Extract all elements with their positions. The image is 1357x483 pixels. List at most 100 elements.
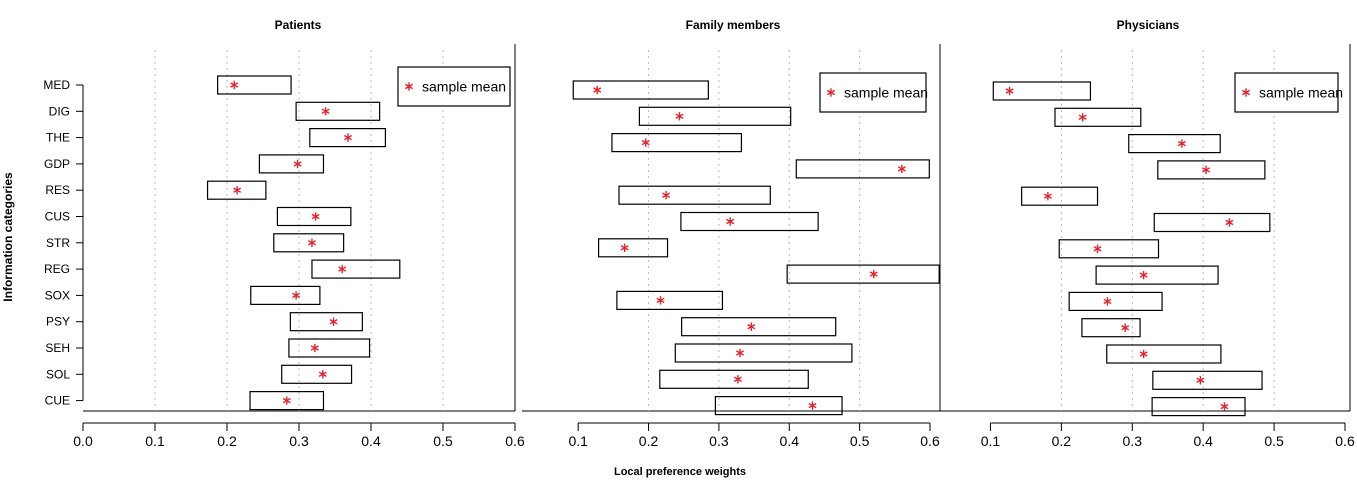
mean-marker-gdp xyxy=(897,164,906,174)
y-tick-label-res: RES xyxy=(45,183,70,197)
legend-mean-marker xyxy=(404,82,414,91)
interval-box-psy xyxy=(681,317,837,337)
interval-box-cue xyxy=(249,391,325,411)
panel-1-x-tick-label: 0.1 xyxy=(568,433,588,449)
panel-1-legend-label: sample mean xyxy=(844,85,928,101)
interval-box-gdp xyxy=(795,159,930,179)
mean-marker-res xyxy=(662,191,671,200)
interval-box-sol xyxy=(659,369,809,389)
mean-marker-gdp xyxy=(1202,165,1211,175)
panel-0-legend-box xyxy=(397,66,511,107)
interval-box-the xyxy=(1128,134,1221,154)
mean-marker-seh xyxy=(1139,349,1148,359)
panel-1-legend-box xyxy=(819,72,927,113)
interval-box-med xyxy=(217,75,292,95)
panel-0-legend-label: sample mean xyxy=(422,79,506,95)
panel-1-x-tick-label: 0.2 xyxy=(639,433,659,449)
interval-box-cue xyxy=(1151,397,1246,417)
mean-marker-sol xyxy=(318,370,327,379)
panel-2-x-tick-label: 0.1 xyxy=(981,433,1001,449)
panel-2-x-tick-label: 0.6 xyxy=(1335,433,1355,449)
y-tick-label-cus: CUS xyxy=(45,210,70,224)
mean-marker-str xyxy=(307,238,316,247)
mean-marker-psy xyxy=(1121,323,1130,332)
y-tick-label-reg: REG xyxy=(44,262,70,276)
interval-box-dig xyxy=(1054,107,1142,127)
mean-marker-gdp xyxy=(293,159,302,169)
mean-marker-str xyxy=(620,243,629,252)
mean-marker-sox xyxy=(1103,297,1112,306)
panel-2-legend-label: sample mean xyxy=(1259,85,1343,101)
y-tick-label-the: THE xyxy=(46,131,70,145)
panel-1-x-tick-label: 0.3 xyxy=(709,433,729,449)
interval-box-gdp xyxy=(258,154,325,174)
interval-box-dig xyxy=(638,106,792,126)
mean-marker-dig xyxy=(1078,113,1087,122)
x-axis-label: Local preference weights xyxy=(613,466,747,478)
mean-marker-the xyxy=(641,138,650,147)
legend-mean-marker xyxy=(1241,88,1251,97)
panel-0-x-tick-label: 0.5 xyxy=(433,433,453,449)
interval-box-str xyxy=(1058,239,1160,259)
mean-marker-the xyxy=(343,133,352,142)
interval-box-res xyxy=(1021,186,1099,206)
mean-marker-cue xyxy=(808,401,817,410)
panel-2-x-tick-label: 0.2 xyxy=(1052,433,1072,449)
interval-box-cus xyxy=(680,211,819,232)
mean-marker-the xyxy=(1177,139,1186,148)
panel-1-title: Family members xyxy=(686,18,781,32)
interval-box-sox xyxy=(250,285,321,305)
panel-0-title: Patients xyxy=(275,18,322,32)
interval-box-psy xyxy=(289,312,363,332)
y-axis-label: Information categories xyxy=(1,172,15,302)
interval-box-psy xyxy=(1081,318,1141,338)
mean-marker-med xyxy=(593,85,602,95)
mean-marker-reg xyxy=(338,264,347,274)
mean-marker-psy xyxy=(747,322,756,331)
panel-0-x-tick-label: 0.2 xyxy=(217,433,237,449)
panel-2-x-tick-label: 0.5 xyxy=(1264,433,1284,449)
y-tick-label-med: MED xyxy=(43,78,70,92)
mean-marker-cue xyxy=(1220,402,1229,411)
interval-box-dig xyxy=(295,101,381,121)
mean-marker-res xyxy=(1043,192,1052,201)
panel-1-x-tick-label: 0.4 xyxy=(780,433,800,449)
y-tick-label-psy: PSY xyxy=(46,315,70,329)
y-tick-label-gdp: GDP xyxy=(44,157,70,171)
interval-box-seh xyxy=(1106,344,1222,364)
mean-marker-reg xyxy=(1139,270,1148,280)
interval-box-reg xyxy=(786,264,940,284)
interval-box-str xyxy=(597,238,669,258)
mean-marker-med xyxy=(1005,86,1014,96)
mean-marker-sol xyxy=(1196,376,1205,385)
interval-box-reg xyxy=(1095,265,1219,285)
y-tick-label-dig: DIG xyxy=(49,104,70,118)
interval-box-seh xyxy=(288,338,371,358)
mean-marker-psy xyxy=(329,317,338,326)
panel-2-x-tick-label: 0.4 xyxy=(1193,433,1213,449)
panel-0-x-tick-label: 0.4 xyxy=(361,433,381,449)
legend-mean-marker xyxy=(826,88,836,97)
interval-box-med xyxy=(572,80,709,100)
interval-box-res xyxy=(206,180,267,200)
interval-box-sox xyxy=(616,290,724,310)
panel-0-x-tick-label: 0.6 xyxy=(505,433,525,449)
panel-2-legend-box xyxy=(1234,72,1339,113)
mean-marker-seh xyxy=(736,348,745,358)
panel-0-x-tick-label: 0.0 xyxy=(73,433,93,449)
mean-marker-res xyxy=(233,186,242,195)
mean-marker-sox xyxy=(292,291,301,300)
y-tick-label-str: STR xyxy=(46,236,70,250)
interval-box-sol xyxy=(1152,370,1263,390)
interval-box-str xyxy=(273,233,345,253)
interval-box-sol xyxy=(281,364,353,384)
panel-0-x-tick-label: 0.1 xyxy=(145,433,165,449)
mean-marker-med xyxy=(230,80,239,90)
interval-box-cus xyxy=(1153,212,1271,233)
y-tick-label-sox: SOX xyxy=(45,288,70,302)
mean-marker-dig xyxy=(675,112,684,121)
panel-1-x-tick-label: 0.5 xyxy=(850,433,870,449)
mean-marker-cus xyxy=(1225,218,1234,227)
mean-marker-seh xyxy=(310,343,319,353)
